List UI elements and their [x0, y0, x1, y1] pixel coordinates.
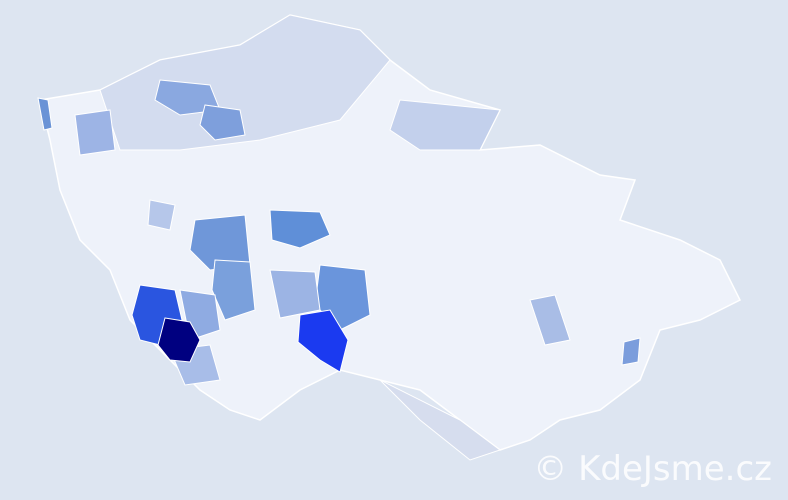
region — [529, 294, 571, 346]
region — [379, 379, 502, 461]
regions — [37, 14, 641, 461]
region — [99, 14, 391, 151]
region — [621, 337, 641, 366]
region — [74, 109, 116, 156]
region — [157, 317, 201, 363]
region — [389, 99, 501, 151]
region — [269, 209, 331, 249]
region — [297, 309, 349, 373]
region — [37, 97, 53, 131]
watermark: © KdeJsme.cz — [533, 449, 772, 489]
region — [199, 104, 246, 141]
region — [147, 199, 176, 231]
region — [154, 79, 221, 116]
region — [211, 259, 256, 321]
region — [269, 269, 321, 319]
